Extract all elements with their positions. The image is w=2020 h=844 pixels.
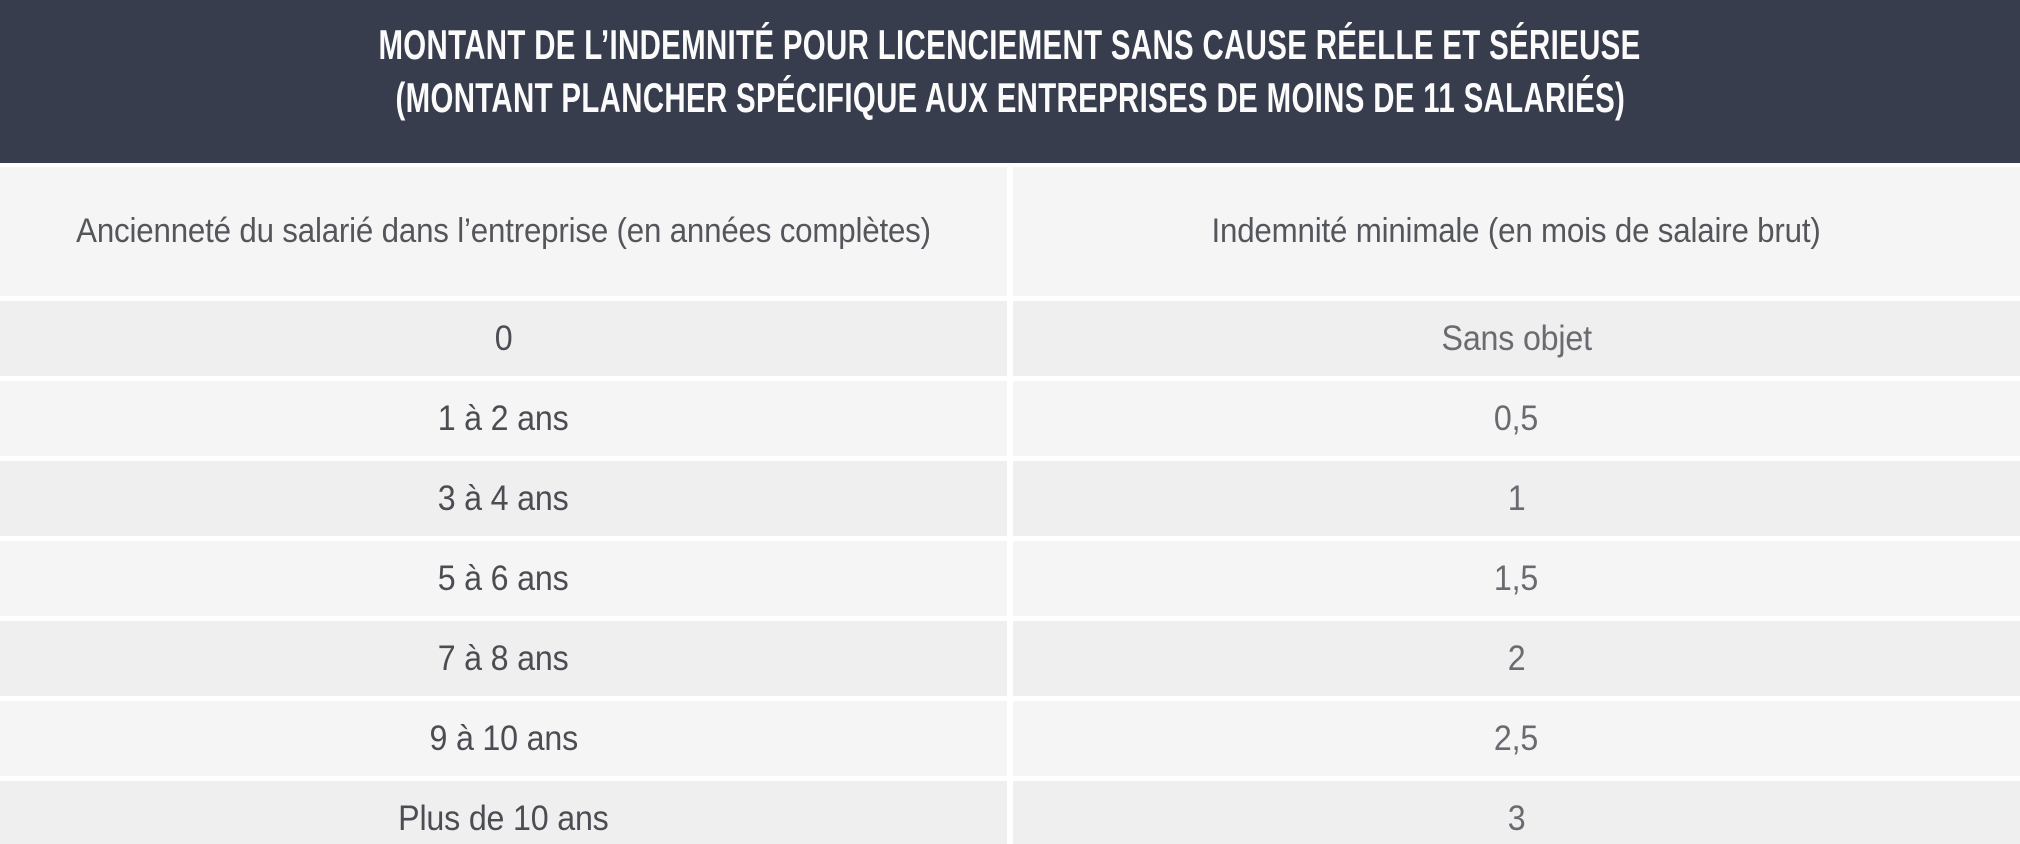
indemnity-cell: 2,5 [1013, 701, 2020, 776]
seniority-cell: 0 [0, 301, 1007, 376]
indemnity-cell: 0,5 [1013, 381, 2020, 456]
column-header-seniority-label: Ancienneté du salarié dans l’entreprise … [76, 211, 931, 250]
indemnity-table: Ancienneté du salarié dans l’entreprise … [0, 167, 2020, 844]
seniority-cell: 5 à 6 ans [0, 541, 1007, 616]
table-subtitle: (MONTANT PLANCHER SPÉCIFIQUE AUX ENTREPR… [395, 74, 1625, 121]
indemnity-cell: Sans objet [1013, 301, 2020, 376]
indemnity-value: 0,5 [1494, 398, 1539, 438]
seniority-value: 3 à 4 ans [438, 478, 569, 518]
seniority-cell: 1 à 2 ans [0, 381, 1007, 456]
table-title: MONTANT DE L’INDEMNITÉ POUR LICENCIEMENT… [378, 20, 1642, 68]
indemnity-cell: 3 [1013, 781, 2020, 844]
column-header-indemnity: Indemnité minimale (en mois de salaire b… [1013, 167, 2020, 296]
indemnity-cell: 1,5 [1013, 541, 2020, 616]
seniority-value: Plus de 10 ans [398, 798, 609, 838]
seniority-value: 1 à 2 ans [438, 398, 569, 438]
seniority-cell: Plus de 10 ans [0, 781, 1007, 844]
indemnity-value: 3 [1507, 798, 1526, 838]
indemnity-cell: 2 [1013, 621, 2020, 696]
column-header-seniority: Ancienneté du salarié dans l’entreprise … [0, 167, 1007, 296]
indemnity-value: 1,5 [1494, 558, 1539, 598]
indemnity-cell: 1 [1013, 461, 2020, 536]
seniority-value: 0 [494, 318, 513, 358]
indemnity-value: 2,5 [1494, 718, 1539, 758]
seniority-cell: 9 à 10 ans [0, 701, 1007, 776]
table-title-band: MONTANT DE L’INDEMNITÉ POUR LICENCIEMENT… [0, 0, 2020, 163]
seniority-cell: 3 à 4 ans [0, 461, 1007, 536]
indemnity-value: 2 [1507, 638, 1526, 678]
seniority-cell: 7 à 8 ans [0, 621, 1007, 696]
indemnity-value: Sans objet [1441, 318, 1592, 358]
seniority-value: 7 à 8 ans [438, 638, 569, 678]
column-header-indemnity-label: Indemnité minimale (en mois de salaire b… [1211, 211, 1822, 250]
indemnity-value: 1 [1507, 478, 1526, 518]
seniority-value: 9 à 10 ans [429, 718, 578, 758]
seniority-value: 5 à 6 ans [438, 558, 569, 598]
